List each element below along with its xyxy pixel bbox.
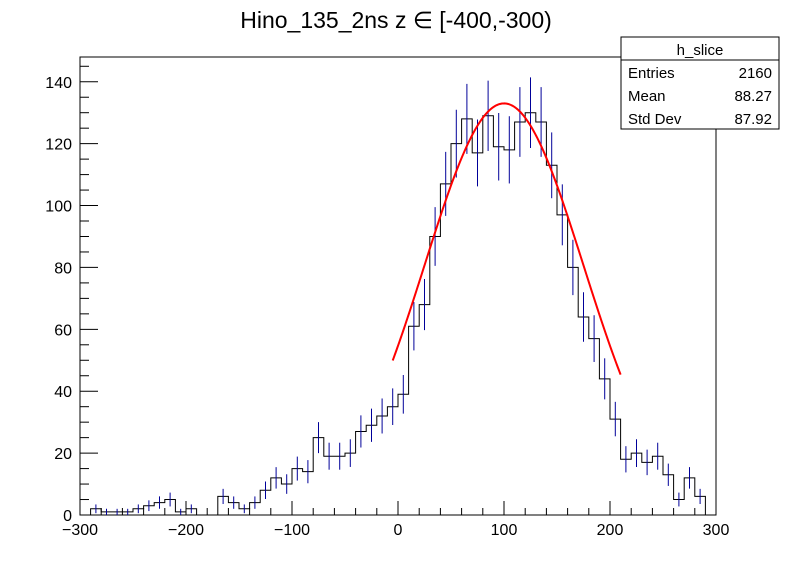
y-tick-label: 60	[54, 322, 72, 339]
stats-box: h_slice Entries 2160 Mean 88.27 Std Dev …	[620, 36, 780, 130]
plot-area: −300 −200 −100 0 100 200 300 0 20 40 60 80 100 120 140	[45, 56, 730, 539]
error-bars	[95, 77, 701, 515]
stats-stddev-value: 87.92	[734, 111, 772, 128]
x-tick-label: 100	[491, 522, 518, 539]
x-tick-label: −300	[62, 522, 98, 539]
y-tick-label: 100	[45, 199, 72, 216]
x-tick-label: −100	[274, 522, 310, 539]
x-tick-label: −200	[168, 522, 204, 539]
stats-entries-value: 2160	[739, 65, 772, 82]
stats-mean-label: Mean	[628, 88, 666, 105]
x-tick-label: 300	[703, 522, 730, 539]
x-tick-label: 200	[597, 522, 624, 539]
stats-box-title: h_slice	[677, 42, 724, 59]
y-tick-label: 80	[54, 260, 72, 277]
y-tick-label: 40	[54, 384, 72, 401]
x-tick-label: 0	[394, 522, 403, 539]
y-tick-label: 20	[54, 446, 72, 463]
histogram-steps	[80, 112, 716, 516]
y-tick-label: 140	[45, 75, 72, 92]
stats-box-frame	[620, 36, 780, 130]
y-tick-label: 120	[45, 137, 72, 154]
stats-mean-value: 88.27	[734, 88, 772, 105]
chart-title: Hino_135_2ns z ∈ [-400,-300)	[240, 7, 552, 33]
stats-entries-label: Entries	[628, 65, 675, 82]
gaussian-fit-curve	[391, 102, 622, 375]
y-tick-label: 0	[63, 508, 72, 525]
stats-stddev-label: Std Dev	[628, 111, 682, 128]
